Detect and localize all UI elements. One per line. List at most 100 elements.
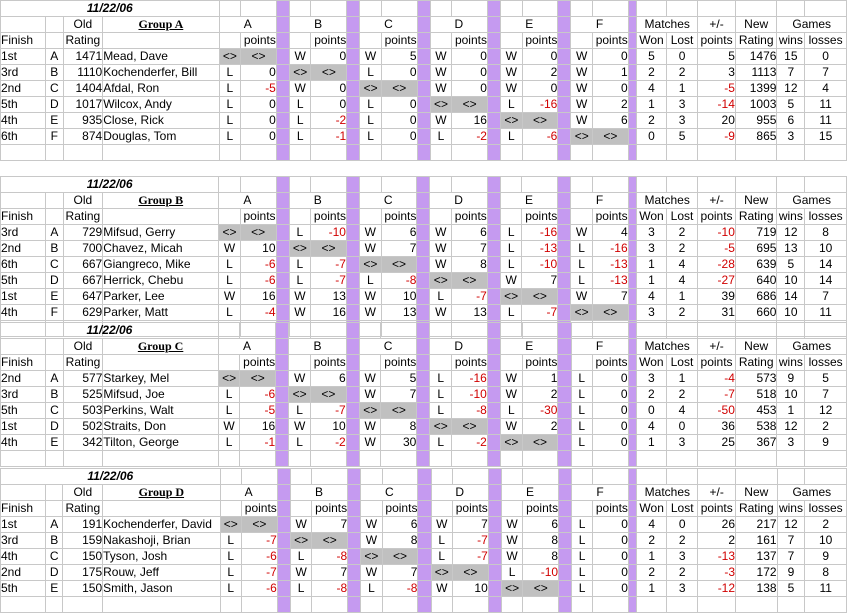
result-cell[interactable]: W	[500, 64, 523, 81]
lost-header[interactable]: Lost	[665, 32, 699, 49]
empty-cell[interactable]	[627, 322, 638, 339]
empty-cell[interactable]	[500, 468, 524, 485]
result-cell[interactable]: W	[288, 288, 312, 305]
empty-cell[interactable]	[665, 144, 699, 161]
won-cell[interactable]: 4	[636, 288, 667, 305]
lost-cell[interactable]: 2	[665, 240, 699, 257]
old-rating-cell[interactable]: 342	[62, 434, 104, 451]
empty-cell[interactable]	[217, 322, 241, 339]
separator[interactable]	[416, 418, 431, 435]
letter-cell[interactable]: A	[45, 224, 64, 241]
empty-cell[interactable]	[592, 468, 629, 485]
empty-cell[interactable]	[636, 468, 667, 485]
empty-cell[interactable]	[734, 176, 778, 193]
player-name[interactable]: Mifsud, Gerry	[102, 224, 220, 241]
separator[interactable]	[347, 500, 362, 517]
self-cell[interactable]: <>	[500, 434, 523, 451]
empty-cell[interactable]	[380, 450, 418, 467]
empty-cell[interactable]	[45, 596, 64, 613]
plusminus-cell[interactable]: 20	[697, 112, 736, 129]
empty-cell[interactable]	[347, 468, 362, 485]
player-row[interactable]: 1st D 502 Straits, Don W 16 W 10 W 8 <> <> W 2 L 0 4 0 36 5…	[0, 418, 847, 435]
finish-cell[interactable]: 1st	[0, 288, 47, 305]
points-cell[interactable]: 7	[380, 240, 418, 257]
empty-cell[interactable]	[381, 468, 419, 485]
game-losses-cell[interactable]: 11	[804, 580, 847, 597]
points-header[interactable]: points	[697, 354, 736, 371]
separator[interactable]	[416, 128, 431, 145]
letter-cell[interactable]: F	[45, 304, 64, 321]
empty-cell[interactable]	[345, 450, 360, 467]
rating-header[interactable]: Rating	[62, 32, 104, 49]
group-title[interactable]: Group C	[102, 338, 219, 355]
empty-cell[interactable]	[665, 0, 699, 17]
empty-cell[interactable]	[665, 322, 699, 339]
game-wins-cell[interactable]: 5	[776, 580, 806, 597]
points-cell[interactable]: -16	[591, 240, 629, 257]
empty-cell[interactable]	[275, 0, 290, 17]
separator[interactable]	[627, 580, 638, 597]
old-rating-cell[interactable]: 1017	[62, 96, 104, 113]
player-name[interactable]: Afdal, Ron	[102, 80, 220, 97]
empty-cell[interactable]	[0, 338, 47, 355]
result-cell[interactable]: W	[570, 48, 593, 65]
lost-cell[interactable]: 3	[665, 548, 699, 565]
old-rating-cell[interactable]: 150	[62, 580, 104, 597]
old-rating-cell[interactable]: 1404	[62, 80, 104, 97]
separator[interactable]	[627, 64, 638, 81]
result-cell[interactable]: W	[288, 370, 311, 387]
points-cell[interactable]: 6	[380, 224, 418, 241]
player-name[interactable]: Wilcox, Andy	[102, 96, 220, 113]
empty-cell[interactable]	[697, 596, 737, 613]
result-cell[interactable]: W	[359, 304, 382, 321]
won-cell[interactable]: 2	[636, 564, 667, 581]
separator[interactable]	[416, 256, 431, 273]
result-cell[interactable]: W	[429, 48, 453, 65]
self-cell[interactable]: <>	[289, 532, 313, 549]
points-header[interactable]: points	[522, 500, 560, 517]
old-rating-cell[interactable]: 175	[62, 564, 104, 581]
plusminus-header[interactable]: +/-	[697, 338, 736, 355]
result-cell[interactable]: L	[571, 532, 594, 549]
player-row[interactable]: 4th E 342 Tilton, George L -1 L -2 W 30 L -2 <> <> L 0 1…	[0, 434, 847, 451]
self-cell[interactable]: <>	[288, 240, 312, 257]
separator[interactable]	[627, 354, 638, 371]
losses-header[interactable]: losses	[804, 354, 847, 371]
empty-cell[interactable]	[218, 32, 242, 49]
player-row[interactable]: 1st A 191 Kochenderfer, David <> <> W 7 W 6 W 7 W 6 L 0…	[0, 516, 847, 533]
game-wins-cell[interactable]: 10	[776, 386, 806, 403]
empty-cell[interactable]	[417, 468, 432, 485]
points-cell[interactable]: -13	[521, 240, 559, 257]
empty-cell[interactable]	[416, 0, 431, 17]
points-header[interactable]: points	[451, 208, 488, 225]
game-wins-cell[interactable]: 5	[776, 256, 806, 273]
empty-cell[interactable]	[239, 450, 277, 467]
separator[interactable]	[416, 48, 431, 65]
opponent-col-a[interactable]: A	[218, 16, 277, 33]
won-cell[interactable]: 1	[636, 434, 667, 451]
old-header[interactable]: Old	[62, 338, 104, 355]
letter-cell[interactable]: D	[45, 96, 64, 113]
result-cell[interactable]: W	[359, 224, 382, 241]
letter-cell[interactable]: B	[45, 64, 64, 81]
old-rating-cell[interactable]: 503	[62, 402, 104, 419]
plusminus-cell[interactable]: -5	[697, 240, 736, 257]
player-row[interactable]: 5th E 150 Smith, Jason L -6 L -8 L -8 W 10 <> <> L 0 1 3-…	[0, 580, 847, 597]
points-cell[interactable]: -13	[591, 256, 629, 273]
finish-cell[interactable]: 6th	[0, 256, 47, 273]
separator[interactable]	[275, 32, 290, 49]
result-cell[interactable]: L	[430, 548, 454, 565]
separator[interactable]	[486, 288, 501, 305]
plusminus-cell[interactable]: -12	[697, 580, 737, 597]
points-cell[interactable]: 8	[380, 418, 418, 435]
player-name[interactable]: Nakashoji, Brian	[102, 532, 221, 549]
points-cell[interactable]: 0	[240, 128, 277, 145]
empty-cell[interactable]	[557, 176, 572, 193]
points-cell[interactable]: 2	[521, 386, 559, 403]
separator[interactable]	[557, 16, 572, 33]
finish-cell[interactable]: 2nd	[0, 370, 47, 387]
points-cell[interactable]: -16	[451, 370, 488, 387]
finish-cell[interactable]: 3rd	[0, 224, 47, 241]
empty-cell[interactable]	[360, 468, 383, 485]
result-cell[interactable]: L	[219, 580, 243, 597]
